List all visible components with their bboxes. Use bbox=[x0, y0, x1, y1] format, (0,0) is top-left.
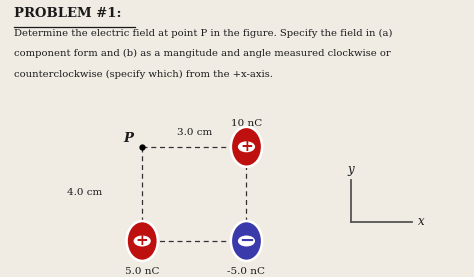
Text: 5.0 nC: 5.0 nC bbox=[125, 267, 159, 276]
Text: -5.0 nC: -5.0 nC bbox=[228, 267, 265, 276]
Text: +: + bbox=[136, 234, 148, 248]
Text: −: − bbox=[239, 232, 254, 250]
Ellipse shape bbox=[134, 235, 151, 247]
Text: P: P bbox=[124, 132, 134, 145]
Text: 4.0 cm: 4.0 cm bbox=[67, 188, 102, 197]
Text: y: y bbox=[347, 163, 354, 176]
Text: PROBLEM #1:: PROBLEM #1: bbox=[14, 7, 122, 20]
Text: 10 nC: 10 nC bbox=[231, 119, 262, 128]
Text: counterclockwise (specify which) from the +x-axis.: counterclockwise (specify which) from th… bbox=[14, 70, 273, 79]
Text: component form and (b) as a mangitude and angle measured clockwise or: component form and (b) as a mangitude an… bbox=[14, 49, 391, 58]
Text: Determine the electric field at point P in the figure. Specify the field in (a): Determine the electric field at point P … bbox=[14, 29, 393, 38]
Text: x: x bbox=[418, 215, 425, 228]
Ellipse shape bbox=[231, 127, 262, 167]
Ellipse shape bbox=[238, 235, 255, 247]
Text: +: + bbox=[240, 139, 253, 154]
Ellipse shape bbox=[238, 141, 255, 152]
Ellipse shape bbox=[231, 221, 262, 261]
Text: 3.0 cm: 3.0 cm bbox=[177, 128, 212, 137]
Ellipse shape bbox=[127, 221, 158, 261]
